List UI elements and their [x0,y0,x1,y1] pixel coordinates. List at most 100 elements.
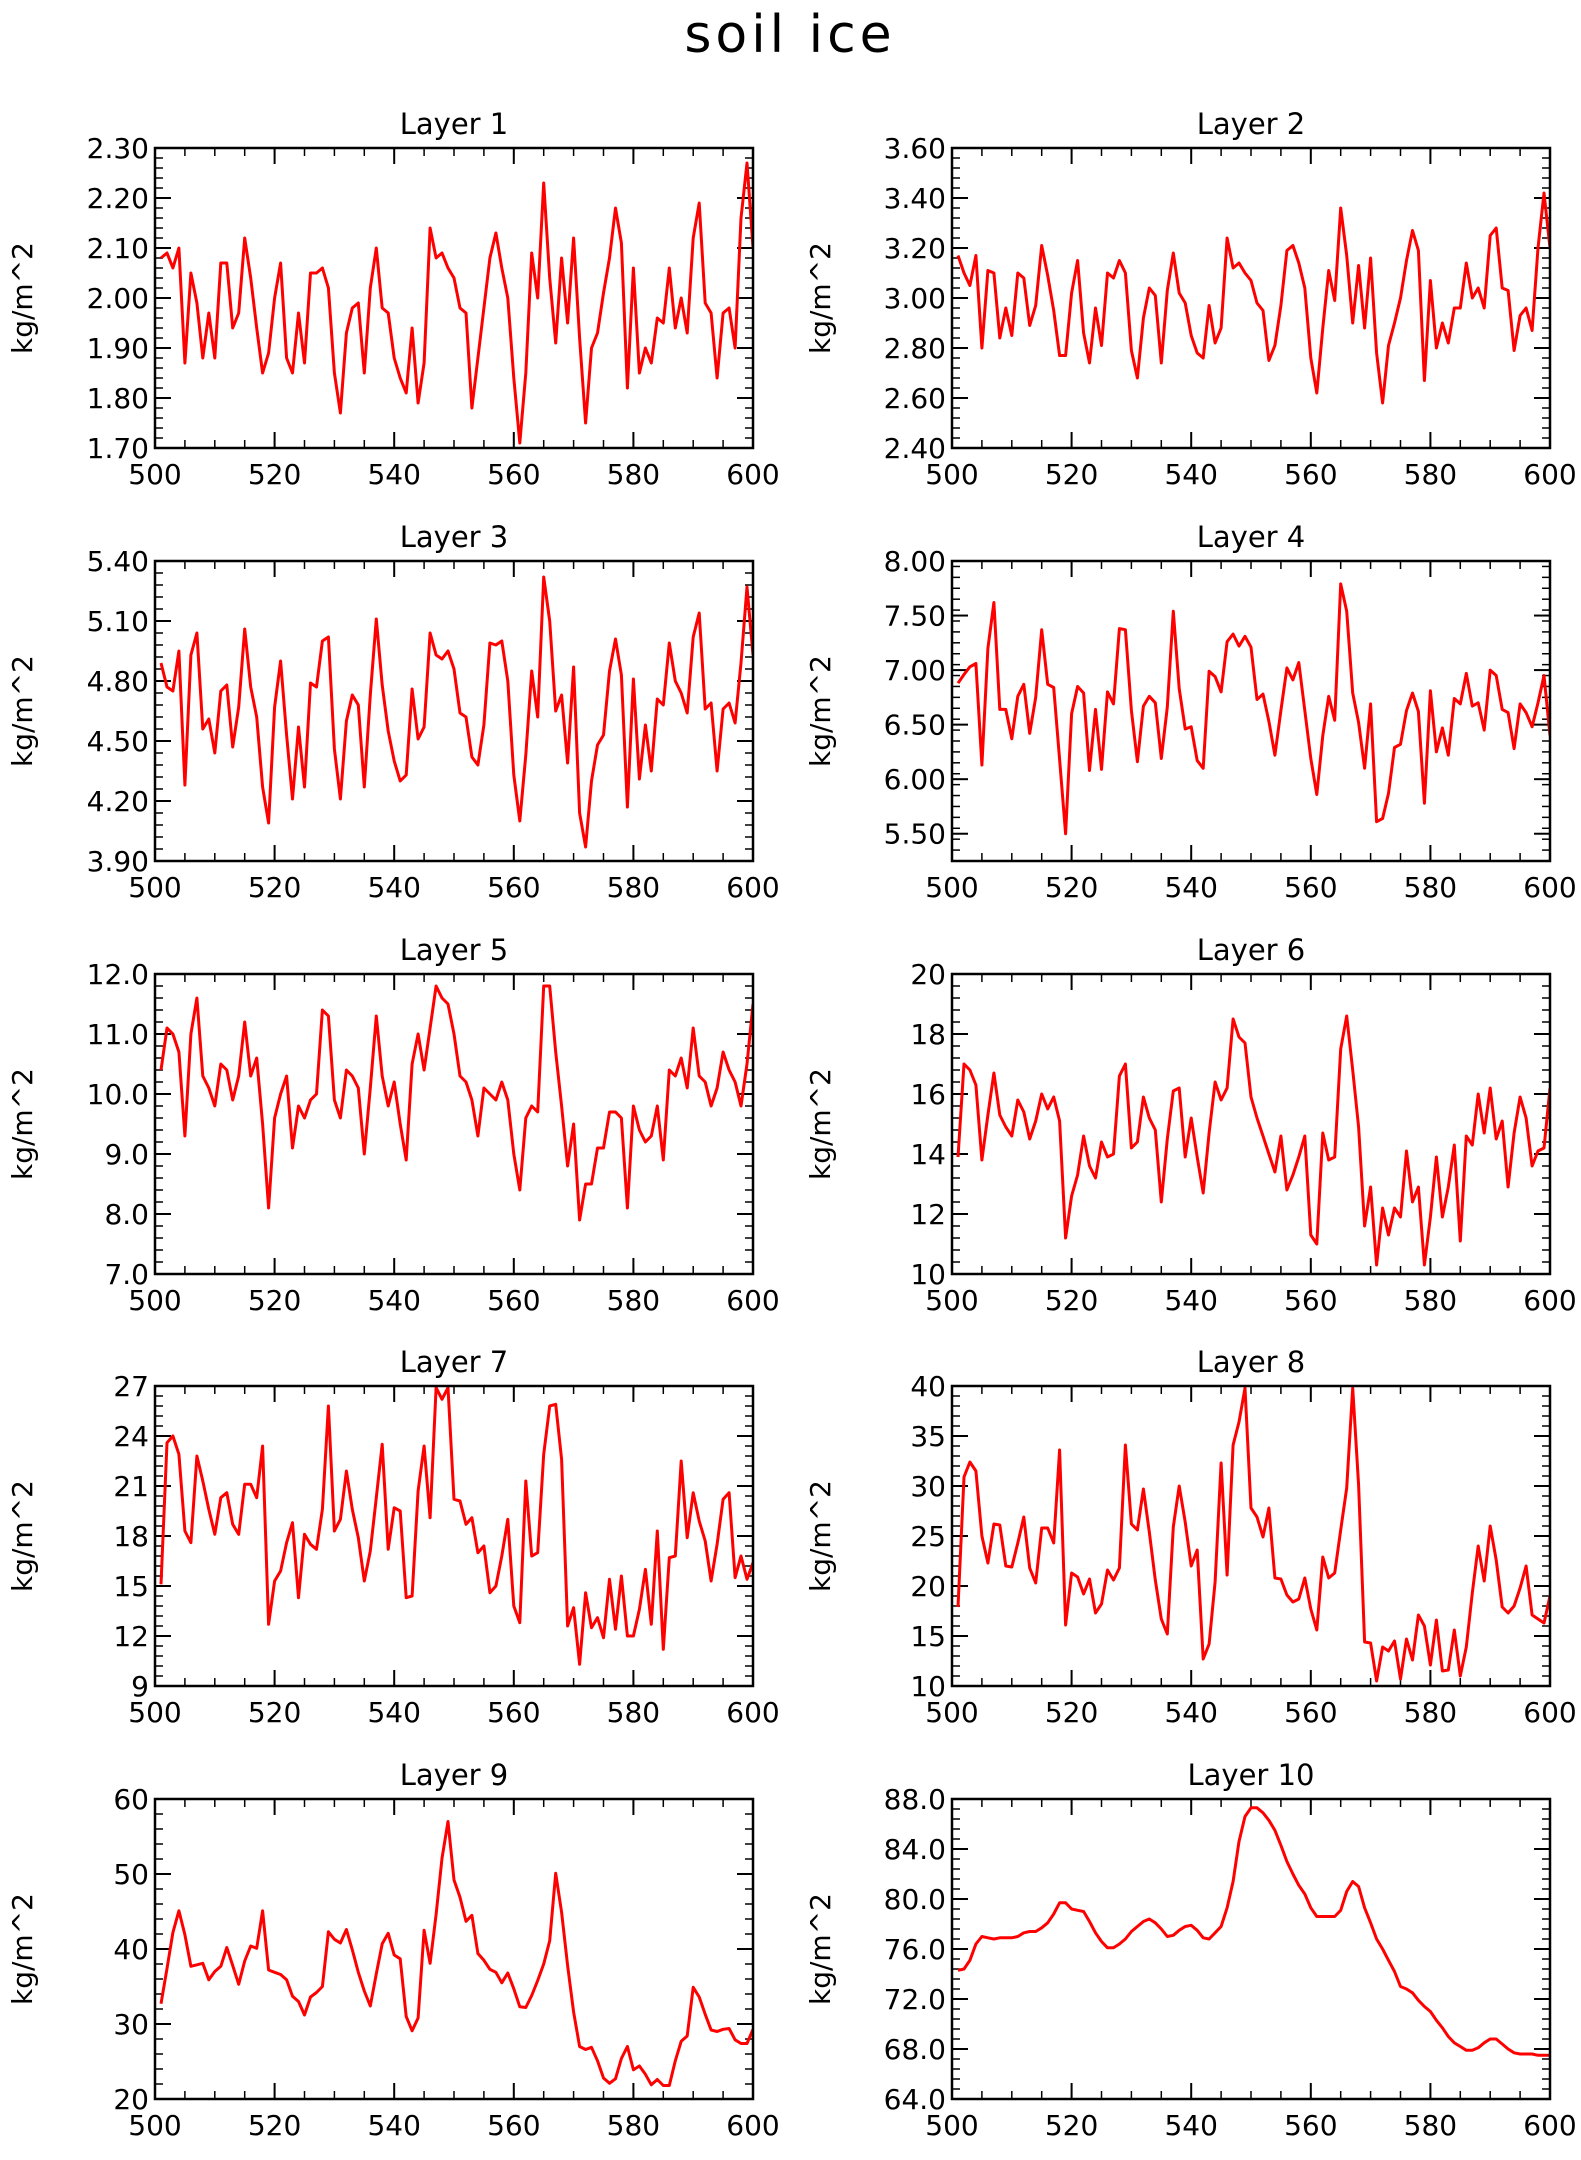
x-tick-label: 600 [1523,871,1576,904]
x-tick-label: 600 [1523,2109,1576,2142]
y-tick-label: 2.40 [884,432,946,465]
y-axis-label: kg/m^2 [804,242,837,354]
x-tick-label: 580 [1404,871,1457,904]
x-tick-label: 500 [925,2109,978,2142]
series-line [956,1014,1550,1267]
y-tick-label: 9 [131,1670,149,1703]
series-line [159,1820,753,2087]
series-line [956,582,1550,836]
y-tick-label: 12 [113,1620,149,1653]
x-tick-label: 600 [726,458,779,491]
y-tick-label: 14 [910,1138,946,1171]
x-tick-label: 580 [607,2109,660,2142]
series-line [957,1806,1550,2057]
y-tick-label: 18 [113,1520,149,1553]
x-tick-label: 540 [1164,1284,1217,1317]
x-tick-label: 580 [607,1284,660,1317]
x-tick-label: 560 [487,1696,540,1729]
x-tick-label: 600 [1523,458,1576,491]
series-line [956,191,1550,405]
y-tick-label: 27 [113,1370,149,1403]
x-tick-label: 560 [1284,1696,1337,1729]
panel-title: Layer 10 [1188,1758,1315,1792]
y-tick-label: 1.80 [87,382,149,415]
y-tick-label: 30 [910,1470,946,1503]
chart-panel: Layer 9 500 520 540 560 580 600 20 30 40 50 60 kg/m^… [6,1758,780,2142]
x-tick-label: 520 [248,1284,301,1317]
y-tick-label: 8.0 [104,1198,149,1231]
plot-frame [950,146,1552,450]
chart-panel: Layer 5 500 520 540 560 580 600 7.0 8.0 9.0 10.0 11… [6,933,780,1317]
series-line [159,1386,753,1666]
y-axis-label: kg/m^2 [6,1068,39,1180]
chart-panel: Layer 6 500 520 540 560 580 600 10 12 14 16 18 20 kg/… [804,933,1577,1317]
y-tick-label: 8.00 [884,545,946,578]
chart-panel: Layer 10 500 520 540 560 580 600 64.0 68.0 72.0 76… [804,1758,1577,2142]
panel-title: Layer 4 [1197,520,1306,554]
y-tick-label: 12.0 [87,958,149,991]
y-tick-label: 7.0 [104,1258,149,1291]
x-tick-label: 500 [925,871,978,904]
y-tick-label: 10 [910,1258,946,1291]
panel-title: Layer 7 [400,1345,509,1379]
plot-frame [153,1797,755,2101]
x-tick-label: 540 [367,458,420,491]
x-tick-label: 540 [1164,2109,1217,2142]
y-tick-label: 50 [113,1858,149,1891]
y-tick-label: 80.0 [884,1883,946,1916]
y-tick-label: 3.20 [884,232,946,265]
x-tick-label: 560 [487,871,540,904]
y-tick-label: 2.00 [87,282,149,315]
y-tick-label: 5.40 [87,545,149,578]
x-tick-label: 600 [726,871,779,904]
y-axis-label: kg/m^2 [804,655,837,767]
x-tick-label: 540 [1164,1696,1217,1729]
y-tick-label: 11.0 [87,1018,149,1051]
panels-group: Layer 1 500 520 540 560 580 600 1.70 1.80 1.90 2.0… [6,107,1577,2142]
plot-frame [950,559,1552,863]
series-line [159,984,753,1222]
series-line [956,1386,1550,1683]
x-tick-label: 500 [128,1696,181,1729]
x-tick-label: 600 [1523,1284,1576,1317]
y-tick-label: 20 [113,2083,149,2116]
y-tick-label: 6.50 [884,709,946,742]
x-tick-label: 520 [248,458,301,491]
y-tick-label: 12 [910,1198,946,1231]
y-tick-label: 72.0 [884,1983,946,2016]
chart-panel: Layer 3 500 520 540 560 580 600 3.90 4.20 4.50 4.8… [6,520,780,904]
x-tick-label: 540 [367,2109,420,2142]
panel-title: Layer 5 [400,933,509,967]
panel-title: Layer 3 [400,520,509,554]
x-tick-label: 560 [1284,2109,1337,2142]
y-tick-label: 21 [113,1470,149,1503]
y-tick-label: 84.0 [884,1833,946,1866]
x-tick-label: 540 [1164,458,1217,491]
y-tick-label: 2.10 [87,232,149,265]
x-tick-label: 520 [1045,1284,1098,1317]
y-tick-label: 7.50 [884,600,946,633]
series-line [159,575,753,849]
panel-title: Layer 8 [1197,1345,1306,1379]
y-tick-label: 15 [113,1570,149,1603]
x-tick-label: 500 [925,1696,978,1729]
x-tick-label: 560 [1284,458,1337,491]
y-tick-label: 3.90 [87,845,149,878]
y-tick-label: 24 [113,1420,149,1453]
y-tick-label: 4.80 [87,665,149,698]
x-tick-label: 500 [128,871,181,904]
x-tick-label: 560 [487,1284,540,1317]
x-tick-label: 580 [607,1696,660,1729]
y-tick-label: 3.00 [884,282,946,315]
x-tick-label: 540 [367,871,420,904]
x-tick-label: 600 [726,2109,779,2142]
x-tick-label: 580 [1404,458,1457,491]
x-tick-label: 520 [248,1696,301,1729]
y-tick-label: 7.00 [884,654,946,687]
x-tick-label: 540 [1164,871,1217,904]
y-tick-label: 88.0 [884,1783,946,1816]
x-tick-label: 520 [1045,1696,1098,1729]
y-axis-label: kg/m^2 [6,1480,39,1592]
x-tick-label: 580 [607,458,660,491]
y-tick-label: 5.10 [87,605,149,638]
